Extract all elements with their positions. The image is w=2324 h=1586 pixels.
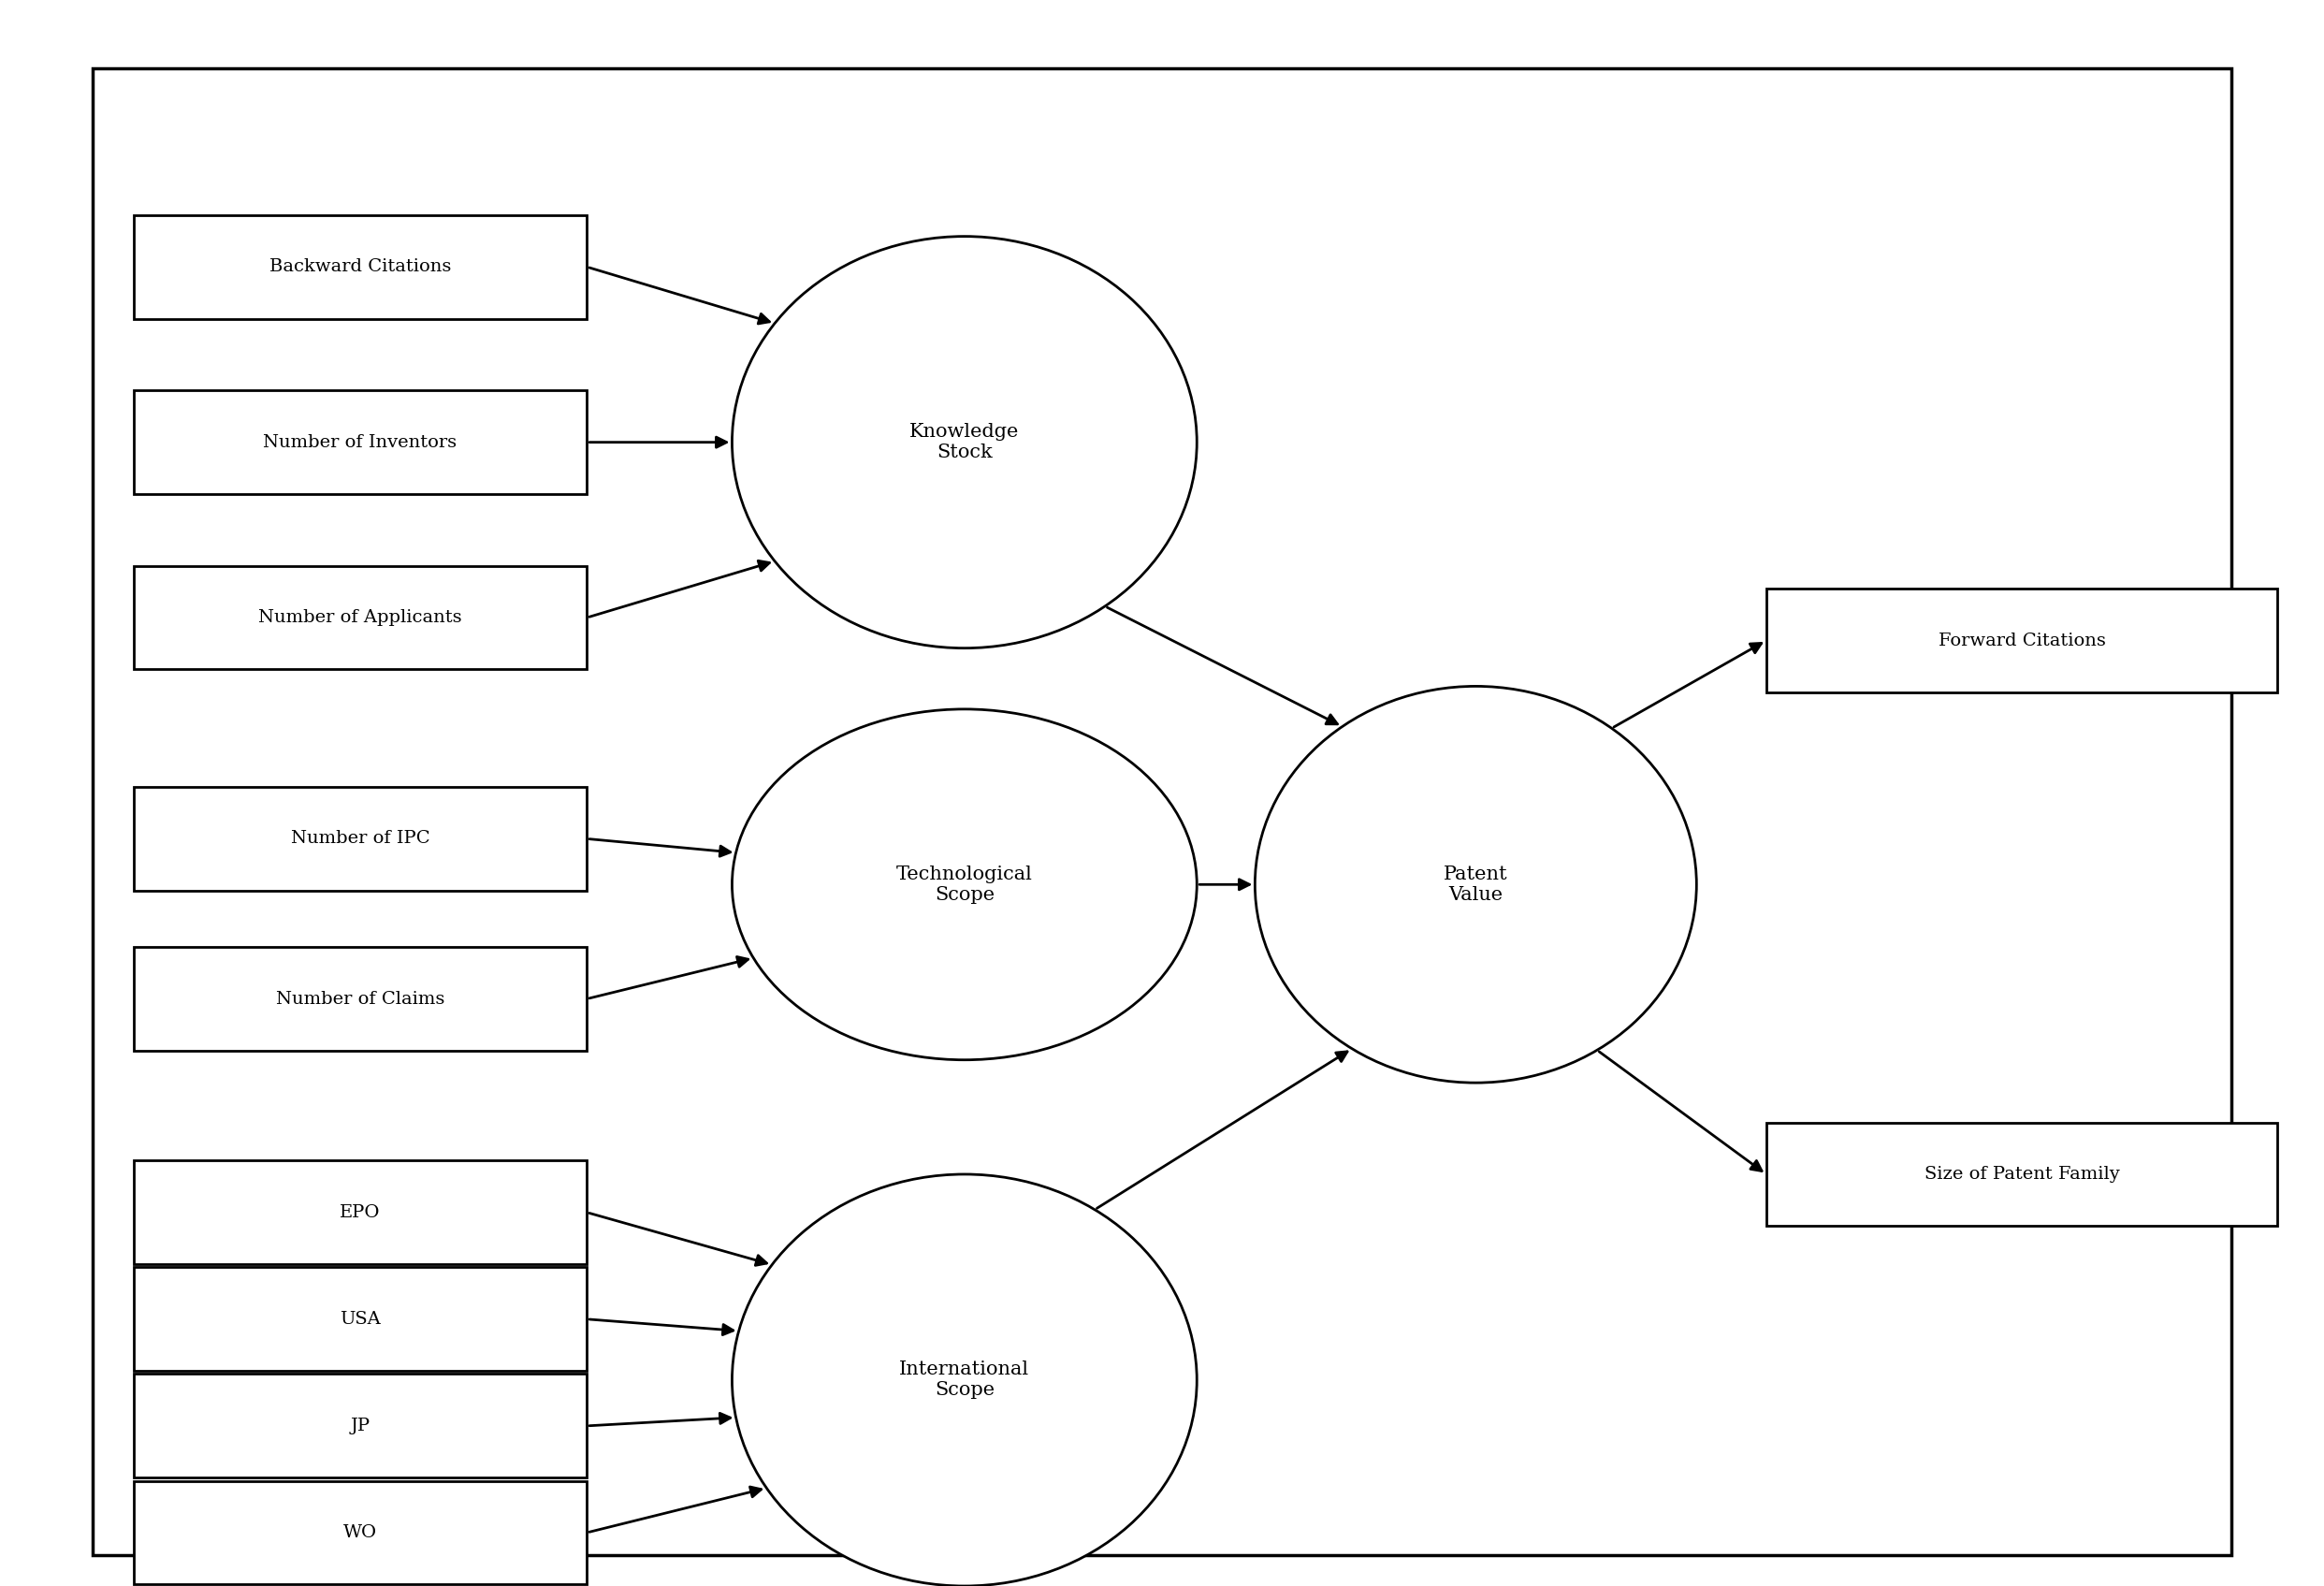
FancyBboxPatch shape xyxy=(132,390,586,495)
FancyBboxPatch shape xyxy=(132,1481,586,1584)
Text: USA: USA xyxy=(339,1310,381,1327)
Text: Backward Citations: Backward Citations xyxy=(270,259,451,276)
Text: JP: JP xyxy=(351,1418,370,1434)
Text: WO: WO xyxy=(344,1524,376,1542)
Text: International
Scope: International Scope xyxy=(899,1361,1030,1399)
FancyBboxPatch shape xyxy=(1766,588,2278,693)
Text: Number of Inventors: Number of Inventors xyxy=(263,435,458,450)
Text: Number of Claims: Number of Claims xyxy=(277,990,444,1007)
FancyBboxPatch shape xyxy=(132,566,586,669)
FancyBboxPatch shape xyxy=(93,68,2231,1556)
Ellipse shape xyxy=(1255,687,1697,1083)
Text: Forward Citations: Forward Citations xyxy=(1938,633,2106,649)
FancyBboxPatch shape xyxy=(132,1373,586,1478)
Ellipse shape xyxy=(732,1174,1197,1586)
FancyBboxPatch shape xyxy=(132,787,586,891)
FancyBboxPatch shape xyxy=(132,216,586,319)
Text: Number of Applicants: Number of Applicants xyxy=(258,609,462,626)
Text: EPO: EPO xyxy=(339,1204,381,1221)
Text: Knowledge
Stock: Knowledge Stock xyxy=(909,423,1020,462)
Text: Technological
Scope: Technological Scope xyxy=(897,866,1032,904)
Text: Number of IPC: Number of IPC xyxy=(290,831,430,847)
FancyBboxPatch shape xyxy=(132,1161,586,1264)
FancyBboxPatch shape xyxy=(132,947,586,1052)
Ellipse shape xyxy=(732,236,1197,649)
Text: Size of Patent Family: Size of Patent Family xyxy=(1924,1166,2119,1183)
Text: Patent
Value: Patent Value xyxy=(1443,866,1508,904)
FancyBboxPatch shape xyxy=(1766,1123,2278,1226)
Ellipse shape xyxy=(732,709,1197,1059)
FancyBboxPatch shape xyxy=(132,1267,586,1370)
